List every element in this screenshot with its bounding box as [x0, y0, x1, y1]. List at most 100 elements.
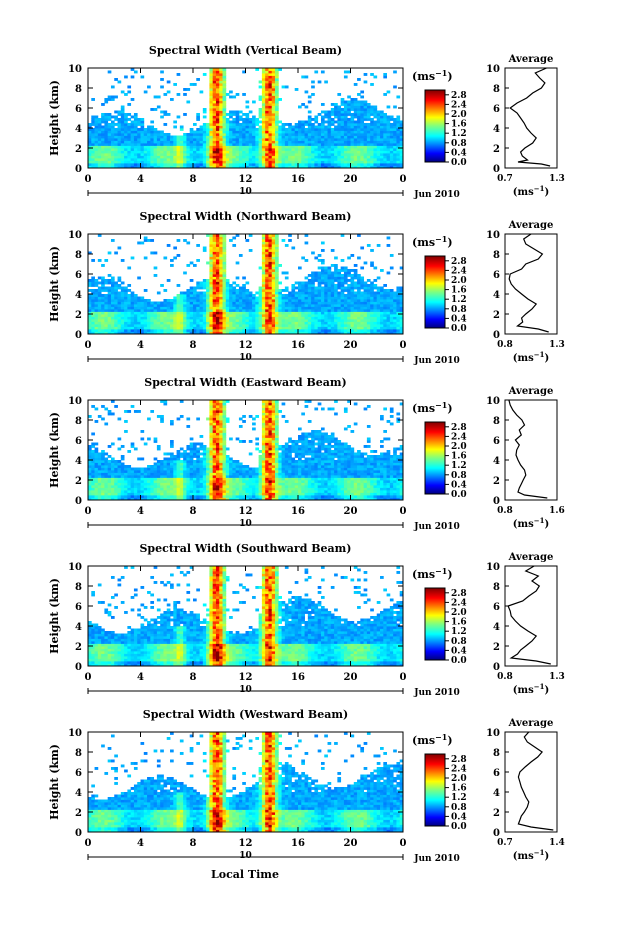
heatmap-cell [114, 314, 118, 317]
heatmap-cell [271, 115, 276, 119]
heatmap-cell [110, 145, 115, 149]
heatmap-cell [347, 138, 351, 141]
heatmap-cell [301, 296, 305, 300]
heatmap-cell [278, 324, 282, 327]
heatmap-cell [209, 289, 214, 292]
heatmap-cell [258, 314, 263, 317]
heatmap-cell [380, 314, 384, 317]
heatmap-cell [353, 326, 358, 330]
heatmap-cell [389, 309, 394, 312]
heatmap-cell [370, 148, 374, 151]
heatmap-cell [215, 103, 220, 106]
heatmap-cell [235, 140, 240, 144]
heatmap-cell [399, 294, 404, 297]
heatmap-cell [340, 306, 345, 310]
heatmap-cell [222, 100, 227, 104]
heatmap-cell [104, 492, 109, 496]
heatmap-cell [212, 160, 217, 164]
heatmap-cell [120, 331, 125, 335]
heatmap-cell [212, 291, 217, 295]
heatmap-cell [202, 306, 207, 310]
heatmap-cell [124, 128, 128, 131]
heatmap-cell [101, 140, 105, 144]
heatmap-cell [101, 477, 105, 481]
heatmap-cell [202, 249, 207, 252]
heatmap-cell [261, 155, 266, 159]
heatmap-cell [353, 115, 358, 119]
heatmap-cell [334, 115, 338, 119]
heatmap-cell [215, 279, 220, 282]
heatmap-cell [209, 90, 214, 94]
heatmap-cell [386, 301, 391, 305]
heatmap-cell [219, 251, 223, 255]
heatmap-cell [124, 485, 128, 488]
heatmap-cell [245, 138, 250, 141]
heatmap-cell [327, 143, 332, 146]
heatmap-cell [215, 324, 220, 327]
heatmap-cell [380, 145, 384, 149]
heatmap-cell [127, 143, 132, 146]
heatmap-cell [130, 125, 135, 129]
heatmap-cell [143, 326, 148, 330]
heatmap-cell [114, 309, 118, 312]
heatmap-cell [383, 319, 387, 322]
heatmap-cell [147, 495, 151, 498]
heatmap-cell [219, 281, 223, 285]
heatmap-cell [127, 304, 132, 307]
heatmap-cell [170, 311, 174, 315]
heatmap-cell [219, 264, 223, 267]
heatmap-cell [215, 73, 220, 76]
heatmap-cell [242, 163, 246, 166]
heatmap-cell [330, 108, 335, 111]
heatmap-cell [353, 294, 358, 297]
heatmap-cell [275, 259, 279, 262]
heatmap-cell [189, 291, 194, 295]
heatmap-cell [153, 251, 158, 255]
heatmap-cell [294, 291, 299, 295]
heatmap-cell [268, 296, 273, 300]
heatmap-cell [353, 110, 358, 114]
heatmap-cell [97, 311, 102, 315]
heatmap-cell [360, 314, 365, 317]
heatmap-cell [396, 296, 401, 300]
heatmap-cell [373, 143, 378, 146]
heatmap-cell [317, 145, 322, 149]
heatmap-cell [120, 482, 125, 486]
heatmap-cell [94, 118, 99, 121]
heatmap-cell [337, 284, 342, 287]
heatmap-cell [212, 324, 217, 327]
heatmap-cell [350, 155, 355, 159]
heatmap-cell [222, 80, 227, 84]
heatmap-cell [91, 331, 95, 335]
heatmap-cell [88, 311, 92, 315]
heatmap-cell [238, 301, 243, 305]
heatmap-cell [314, 130, 319, 134]
heatmap-cell [225, 284, 230, 287]
heatmap-cell [357, 316, 361, 320]
heatmap-cell [399, 306, 404, 310]
heatmap-cell [291, 135, 296, 139]
heatmap-cell [350, 120, 355, 124]
heatmap-cell [363, 150, 368, 154]
heatmap-cell [196, 78, 200, 81]
heatmap-cell [242, 321, 246, 325]
heatmap-cell [94, 452, 99, 456]
heatmap-cell [235, 296, 240, 300]
heatmap-cell [225, 286, 230, 290]
heatmap-cell [304, 324, 309, 327]
heatmap-cell [386, 148, 391, 151]
heatmap-cell [380, 115, 384, 119]
heatmap-cell [212, 269, 217, 272]
average-y-tick-label: 0 [493, 164, 500, 175]
heatmap-cell [268, 158, 273, 161]
heatmap-cell [288, 239, 292, 242]
heatmap-cell [320, 160, 325, 164]
heatmap-cell [383, 309, 387, 312]
heatmap-cell [137, 143, 141, 146]
heatmap-cell [376, 306, 381, 310]
heatmap-cell [229, 95, 233, 99]
heatmap-cell [271, 108, 276, 111]
heatmap-cell [225, 128, 230, 131]
heatmap-cell [91, 321, 95, 325]
heatmap-cell [314, 274, 319, 277]
